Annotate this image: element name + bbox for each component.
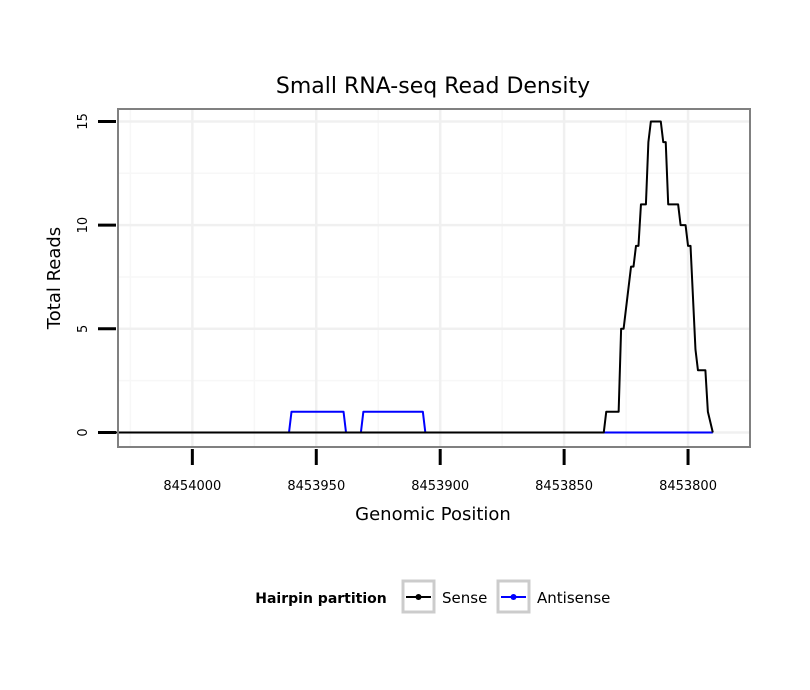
legend-item-sense: Sense: [401, 579, 487, 614]
plot-border: [117, 108, 751, 448]
x-tick-label: 8453900: [411, 479, 469, 494]
y-tick-label: 0: [76, 428, 91, 436]
y-tick-label: 15: [76, 113, 91, 130]
legend-item-antisense: Antisense: [496, 579, 610, 614]
chart-title: Small RNA-seq Read Density: [276, 74, 590, 99]
x-axis-label: Genomic Position: [355, 504, 511, 525]
plot-area: [100, 108, 751, 448]
series-lines: [100, 120, 714, 434]
y-axis-label: Total Reads: [44, 227, 65, 330]
x-tick-label: 8453850: [535, 479, 593, 494]
y-axis-ticks: 0 5 10 15: [76, 113, 116, 437]
series-line-sense: [100, 120, 714, 434]
legend-marker-sense: [415, 594, 422, 600]
y-tick-label: 5: [76, 325, 91, 333]
legend-label-antisense: Antisense: [537, 589, 610, 607]
x-tick-label: 8453950: [287, 479, 345, 494]
legend-title: Hairpin partition: [255, 591, 386, 607]
x-tick-label: 8453800: [659, 479, 717, 494]
plot-background: [118, 109, 750, 447]
y-tick-label: 10: [76, 217, 91, 234]
legend: Hairpin partition Sense Antisense: [255, 579, 610, 614]
x-tick-label: 8454000: [163, 479, 221, 494]
legend-label-sense: Sense: [442, 589, 487, 607]
x-axis-ticks: 8454000 8453950 8453900 8453850 8453800: [163, 449, 717, 494]
legend-marker-antisense: [510, 594, 517, 600]
